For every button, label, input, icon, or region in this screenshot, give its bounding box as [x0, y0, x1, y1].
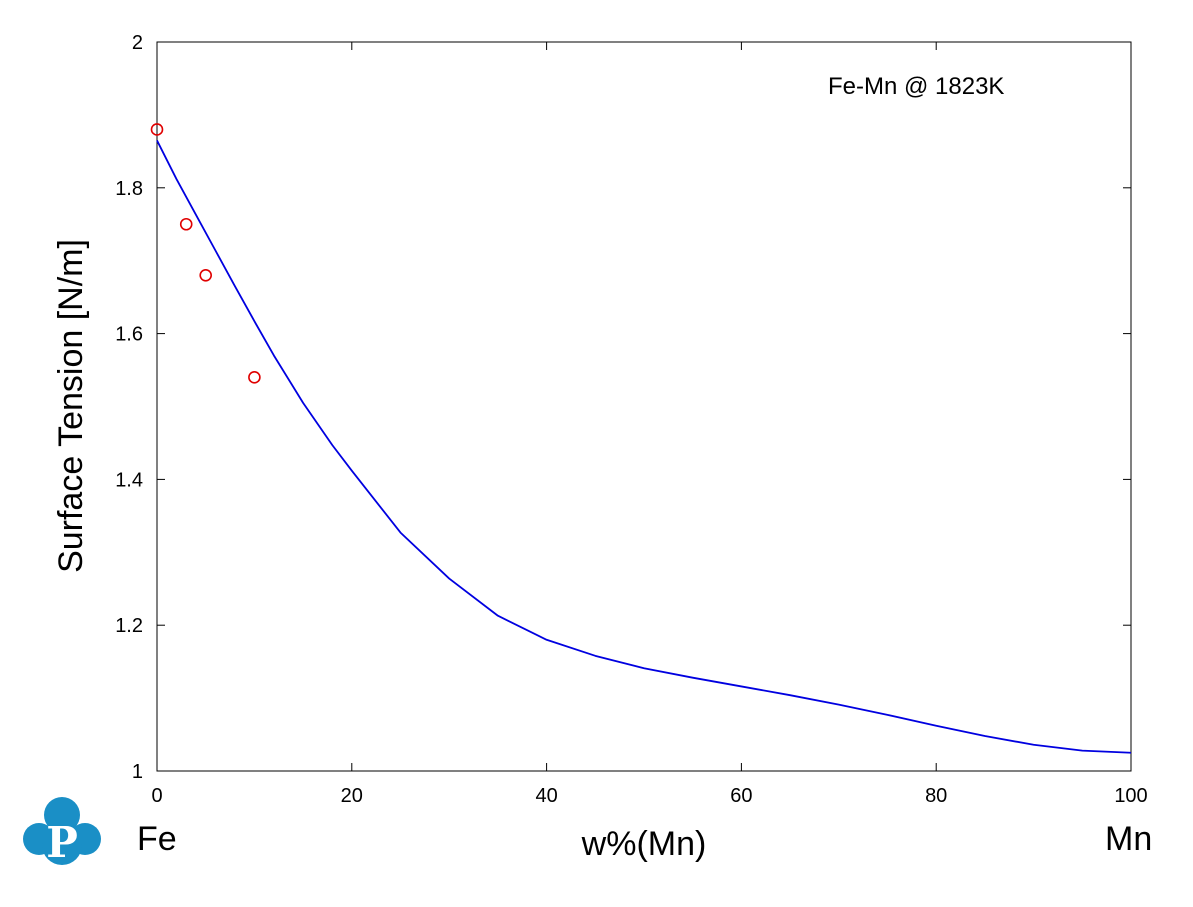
x-left-label: Fe: [137, 820, 177, 858]
chart-annotation: Fe-Mn @ 1823K: [828, 73, 1004, 100]
plot-frame: [156, 41, 1132, 772]
logo-cloud-icon: [23, 797, 101, 865]
axis-ticks: 0 20 40 60 80 100 1 1.2 1.4 1.6 1.8 2: [115, 32, 1148, 807]
experimental-point: [179, 217, 193, 231]
x-tick-label: 80: [925, 785, 947, 807]
y-tick-label: 2: [132, 32, 143, 54]
x-tick-label: 60: [730, 785, 752, 807]
experimental-point: [199, 268, 212, 282]
logo-letter: P: [46, 818, 78, 867]
experimental-point: [248, 371, 261, 384]
y-tick-label: 1.6: [115, 324, 143, 346]
x-tick-label: 0: [151, 785, 162, 807]
experimental-point: [150, 123, 164, 136]
y-tick-label: 1.2: [115, 615, 143, 637]
model-curve: [156, 140, 1132, 754]
x-tick-label: 20: [341, 785, 363, 807]
chart-series: [150, 123, 1132, 754]
x-tick-label: 100: [1114, 785, 1147, 807]
x-right-label: Mn: [1105, 820, 1153, 858]
logo-icon: P: [23, 797, 101, 867]
y-axis-title: Surface Tension [N/m]: [52, 239, 90, 573]
y-tick-label: 1: [132, 761, 143, 783]
y-tick-label: 1.4: [115, 469, 143, 491]
y-tick-label: 1.8: [115, 178, 143, 200]
x-tick-label: 40: [535, 785, 557, 807]
x-axis-title: w%(Mn): [581, 825, 707, 863]
